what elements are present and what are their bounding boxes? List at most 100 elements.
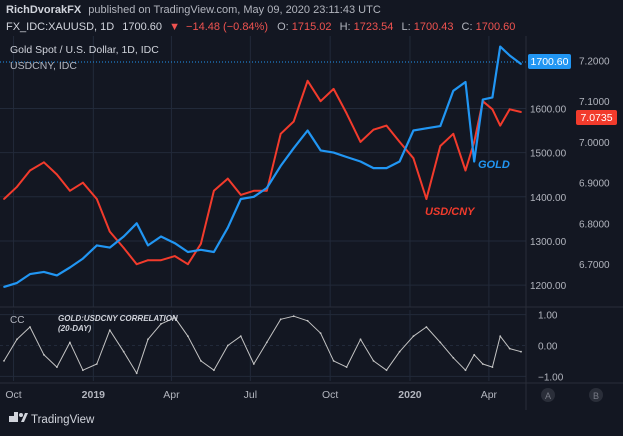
usdcny-annotation: USD/CNY <box>425 206 476 218</box>
x-tick-label: Apr <box>481 389 498 401</box>
left-price-axis[interactable]: 1200.00 1300.00 1400.00 1500.00 1600.00 <box>530 104 567 292</box>
right-axis-tick-label: 6.8000 <box>579 219 610 230</box>
open-label: O: <box>277 21 289 33</box>
gold-series-point <box>95 244 98 247</box>
gold-series-point <box>425 127 428 130</box>
usdcny-series-point <box>425 198 428 200</box>
button-b[interactable]: B <box>589 388 603 402</box>
gold-series-point <box>306 129 309 132</box>
correlation-series-point <box>43 353 45 356</box>
x-tick-label: 2019 <box>82 389 106 401</box>
correlation-series-point <box>3 360 5 362</box>
gold-series-point <box>252 195 255 198</box>
usdcny-series-point <box>464 169 467 172</box>
gold-series-point <box>398 160 401 163</box>
usdcny-series-line[interactable] <box>3 79 522 266</box>
usdcny-series-point <box>122 247 125 249</box>
gold-series-point <box>69 266 71 269</box>
x-tick-label: 2020 <box>398 389 422 401</box>
correlation-series-point <box>464 369 467 372</box>
published-text: published on TradingView.com, May 09, 20… <box>88 4 381 16</box>
gold-series-point <box>439 125 442 127</box>
gold-series-point <box>226 226 229 229</box>
usdcny-series-point <box>292 120 295 123</box>
correlation-series-point <box>239 335 242 338</box>
usdcny-series-point <box>520 111 522 113</box>
correlation-series-point <box>200 360 202 362</box>
correlation-series-point <box>56 366 58 368</box>
author-name[interactable]: RichDvorakFX <box>6 4 82 16</box>
right-price-axis[interactable]: 6.7000 6.8000 6.9000 7.0000 7.1000 7.2000 <box>579 56 610 271</box>
x-tick-label: Apr <box>163 389 180 401</box>
open-value: 1715.02 <box>292 21 332 33</box>
correlation-series-point <box>279 318 282 321</box>
right-axis-tick-label: 6.9000 <box>579 179 610 190</box>
usdcny-series-point <box>385 124 388 127</box>
correlation-series-point <box>226 344 229 347</box>
left-axis-tick-label: 1600.00 <box>530 104 567 115</box>
correlation-series-point <box>359 338 362 341</box>
usdcny-series-point <box>3 198 5 200</box>
correlation-series-point <box>135 372 138 375</box>
gold-series-point <box>135 222 138 225</box>
usdcny-series-point <box>372 128 375 131</box>
usdcny-series-point <box>508 108 511 111</box>
x-tick-label: Oct <box>322 389 338 401</box>
gold-series-point <box>108 246 111 249</box>
right-axis-tick-label: 6.7000 <box>579 260 610 271</box>
x-tick-label: Jul <box>244 389 257 401</box>
correlation-series-point <box>372 360 375 362</box>
correlation-series-point <box>187 335 189 338</box>
usdcny-series-point <box>108 230 111 233</box>
usdcny-series-point <box>439 145 442 147</box>
gold-series-point <box>292 147 295 150</box>
main-series-group <box>3 45 522 288</box>
usdcny-series-point <box>56 173 58 176</box>
gold-series-line[interactable] <box>3 45 522 288</box>
left-axis-tick-label: 1300.00 <box>530 237 567 248</box>
correlation-series-point <box>95 363 98 365</box>
usdcny-series-point <box>29 169 31 172</box>
lower-axis-tick-label: −1.00 <box>538 372 564 383</box>
correlation-series-point <box>481 363 484 365</box>
usdcny-series-point <box>279 132 282 135</box>
gold-series-point <box>345 156 348 158</box>
gold-series-point <box>499 45 502 48</box>
gold-series-point <box>412 129 415 132</box>
auto-scale-button[interactable]: A <box>541 388 555 402</box>
usdcny-series-point <box>226 177 229 180</box>
left-axis-tick-label: 1400.00 <box>530 193 567 204</box>
gold-price-badge-text: 1700.60 <box>531 56 569 68</box>
usdcny-series-point <box>412 157 415 160</box>
legend-overlay-title[interactable]: USDCNY, IDC <box>10 60 77 72</box>
correlation-series-point <box>345 366 348 368</box>
right-axis-tick-label: 7.2000 <box>579 56 610 67</box>
usdcny-series-point <box>306 79 309 82</box>
indicator-label[interactable]: CC <box>10 315 24 326</box>
symbol-line: FX_IDC:XAUUSD, 1D 1700.60 ▼ −14.48 (−0.8… <box>6 21 515 33</box>
right-axis-tick-label: 7.0000 <box>579 138 610 149</box>
tradingview-brand[interactable]: TradingView <box>31 414 95 426</box>
legend-main-title[interactable]: Gold Spot / U.S. Dollar, 1D, IDC <box>10 44 159 56</box>
correlation-series-point <box>174 316 176 319</box>
usdcny-series-point <box>499 124 502 127</box>
correlation-series-point <box>499 335 502 338</box>
tradingview-logo-icon[interactable] <box>9 412 28 422</box>
gold-series-point <box>213 251 215 253</box>
time-axis[interactable]: Oct 2019 Apr Jul Oct 2020 Apr <box>5 389 497 401</box>
correlation-series-line[interactable] <box>3 315 522 374</box>
usdcny-series-point <box>332 88 335 90</box>
correlation-series-point <box>491 366 494 368</box>
correlation-series-point <box>122 350 125 353</box>
gold-series-point <box>187 251 189 253</box>
correlation-series-point <box>265 341 268 344</box>
usdcny-series-point <box>452 132 455 135</box>
correlation-title: GOLD:USDCNY CORRELATION <box>58 314 178 323</box>
gold-annotation: GOLD <box>478 159 510 171</box>
left-axis-tick-label: 1500.00 <box>530 149 567 160</box>
correlation-axis[interactable]: 1.00 0.00 −1.00 <box>538 311 564 384</box>
correlation-series-point <box>439 341 442 344</box>
symbol-name[interactable]: FX_IDC:XAUUSD, 1D <box>6 21 114 33</box>
price-change: −14.48 (−0.84%) <box>186 21 268 33</box>
